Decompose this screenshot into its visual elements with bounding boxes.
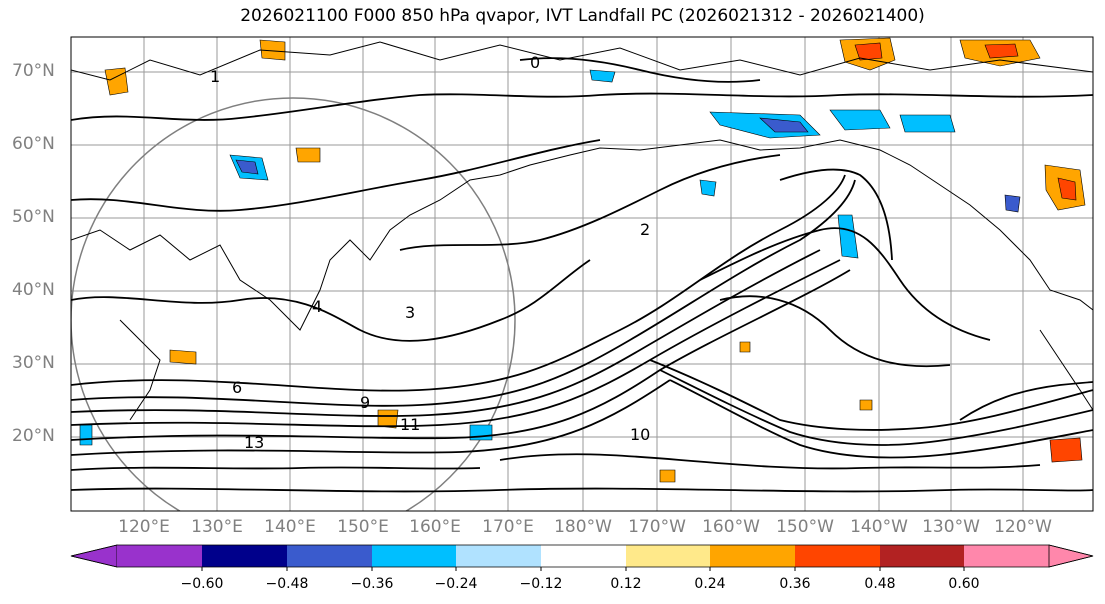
lon-label-140w: 140°W xyxy=(850,517,908,537)
colorbar-seg-4 xyxy=(372,545,456,567)
contour-label-13: 13 xyxy=(244,433,264,452)
contour-label-2: 2 xyxy=(640,220,650,239)
colorbar-tick-036: 0.36 xyxy=(779,576,811,592)
lon-label-170w: 170°W xyxy=(628,517,686,537)
contour-lines xyxy=(71,57,1093,493)
colorbar-seg-6 xyxy=(541,545,626,567)
lat-label-20n: 20°N xyxy=(12,426,55,446)
colorbar xyxy=(70,544,1094,571)
lat-label-40n: 40°N xyxy=(12,280,55,300)
colorbar-tick-neg012: −0.12 xyxy=(519,576,563,592)
coastlines xyxy=(71,41,1093,421)
lon-label-150e: 150°E xyxy=(337,517,389,537)
contour-label-3: 3 xyxy=(405,303,415,322)
colorbar-seg-11 xyxy=(964,545,1049,567)
colorbar-tick-024: 0.24 xyxy=(694,576,726,592)
colorbar-tick-048: 0.48 xyxy=(864,576,896,592)
colorbar-seg-3 xyxy=(287,545,372,567)
contour-label-9: 9 xyxy=(360,393,370,412)
colorbar-seg-8 xyxy=(710,545,795,567)
colorbar-seg-1 xyxy=(117,545,202,567)
lat-label-70n: 70°N xyxy=(12,61,55,81)
colorbar-tick-neg024: −0.24 xyxy=(434,576,478,592)
colorbar-tick-neg060: −0.60 xyxy=(180,576,224,592)
lat-label-50n: 50°N xyxy=(12,207,55,227)
colorbar-seg-10 xyxy=(880,545,964,567)
colorbar-tick-060: 0.60 xyxy=(948,576,980,592)
contour-label-0: 0 xyxy=(530,53,540,72)
lon-label-150w: 150°W xyxy=(776,517,834,537)
colorbar-seg-5 xyxy=(456,545,541,567)
lon-label-180w: 180°W xyxy=(554,517,612,537)
colorbar-tick-012: 0.12 xyxy=(610,576,642,592)
colorbar-seg-9 xyxy=(795,545,880,567)
map-border xyxy=(70,36,1094,512)
colorbar-tick-neg048: −0.48 xyxy=(265,576,309,592)
contour-label-group: 0 1 2 3 4 6 9 10 11 13 xyxy=(210,53,650,452)
lon-label-120w: 120°W xyxy=(994,517,1052,537)
contour-label-11: 11 xyxy=(400,415,420,434)
map-title: 2026021100 F000 850 hPa qvapor, IVT Land… xyxy=(240,6,925,26)
colorbar-tick-neg036: −0.36 xyxy=(350,576,394,592)
lon-label-160e: 160°E xyxy=(409,517,461,537)
contour-label-4: 4 xyxy=(312,297,322,316)
lat-label-30n: 30°N xyxy=(12,353,55,373)
lon-label-140e: 140°E xyxy=(264,517,316,537)
lon-label-170e: 170°E xyxy=(482,517,534,537)
colorbar-seg-2 xyxy=(202,545,287,567)
lat-label-60n: 60°N xyxy=(12,134,55,154)
colorbar-extend-low xyxy=(70,544,118,568)
lon-label-130e: 130°E xyxy=(191,517,243,537)
contour-label-10: 10 xyxy=(630,425,650,444)
landfall-radius-circle xyxy=(71,97,516,511)
colorbar-seg-7 xyxy=(626,545,710,567)
lon-label-160w: 160°W xyxy=(702,517,760,537)
lon-label-120e: 120°E xyxy=(118,517,170,537)
lon-label-130w: 130°W xyxy=(922,517,980,537)
contour-label-1: 1 xyxy=(210,67,220,86)
contour-label-6: 6 xyxy=(232,378,242,397)
colorbar-extend-high xyxy=(1048,544,1094,568)
